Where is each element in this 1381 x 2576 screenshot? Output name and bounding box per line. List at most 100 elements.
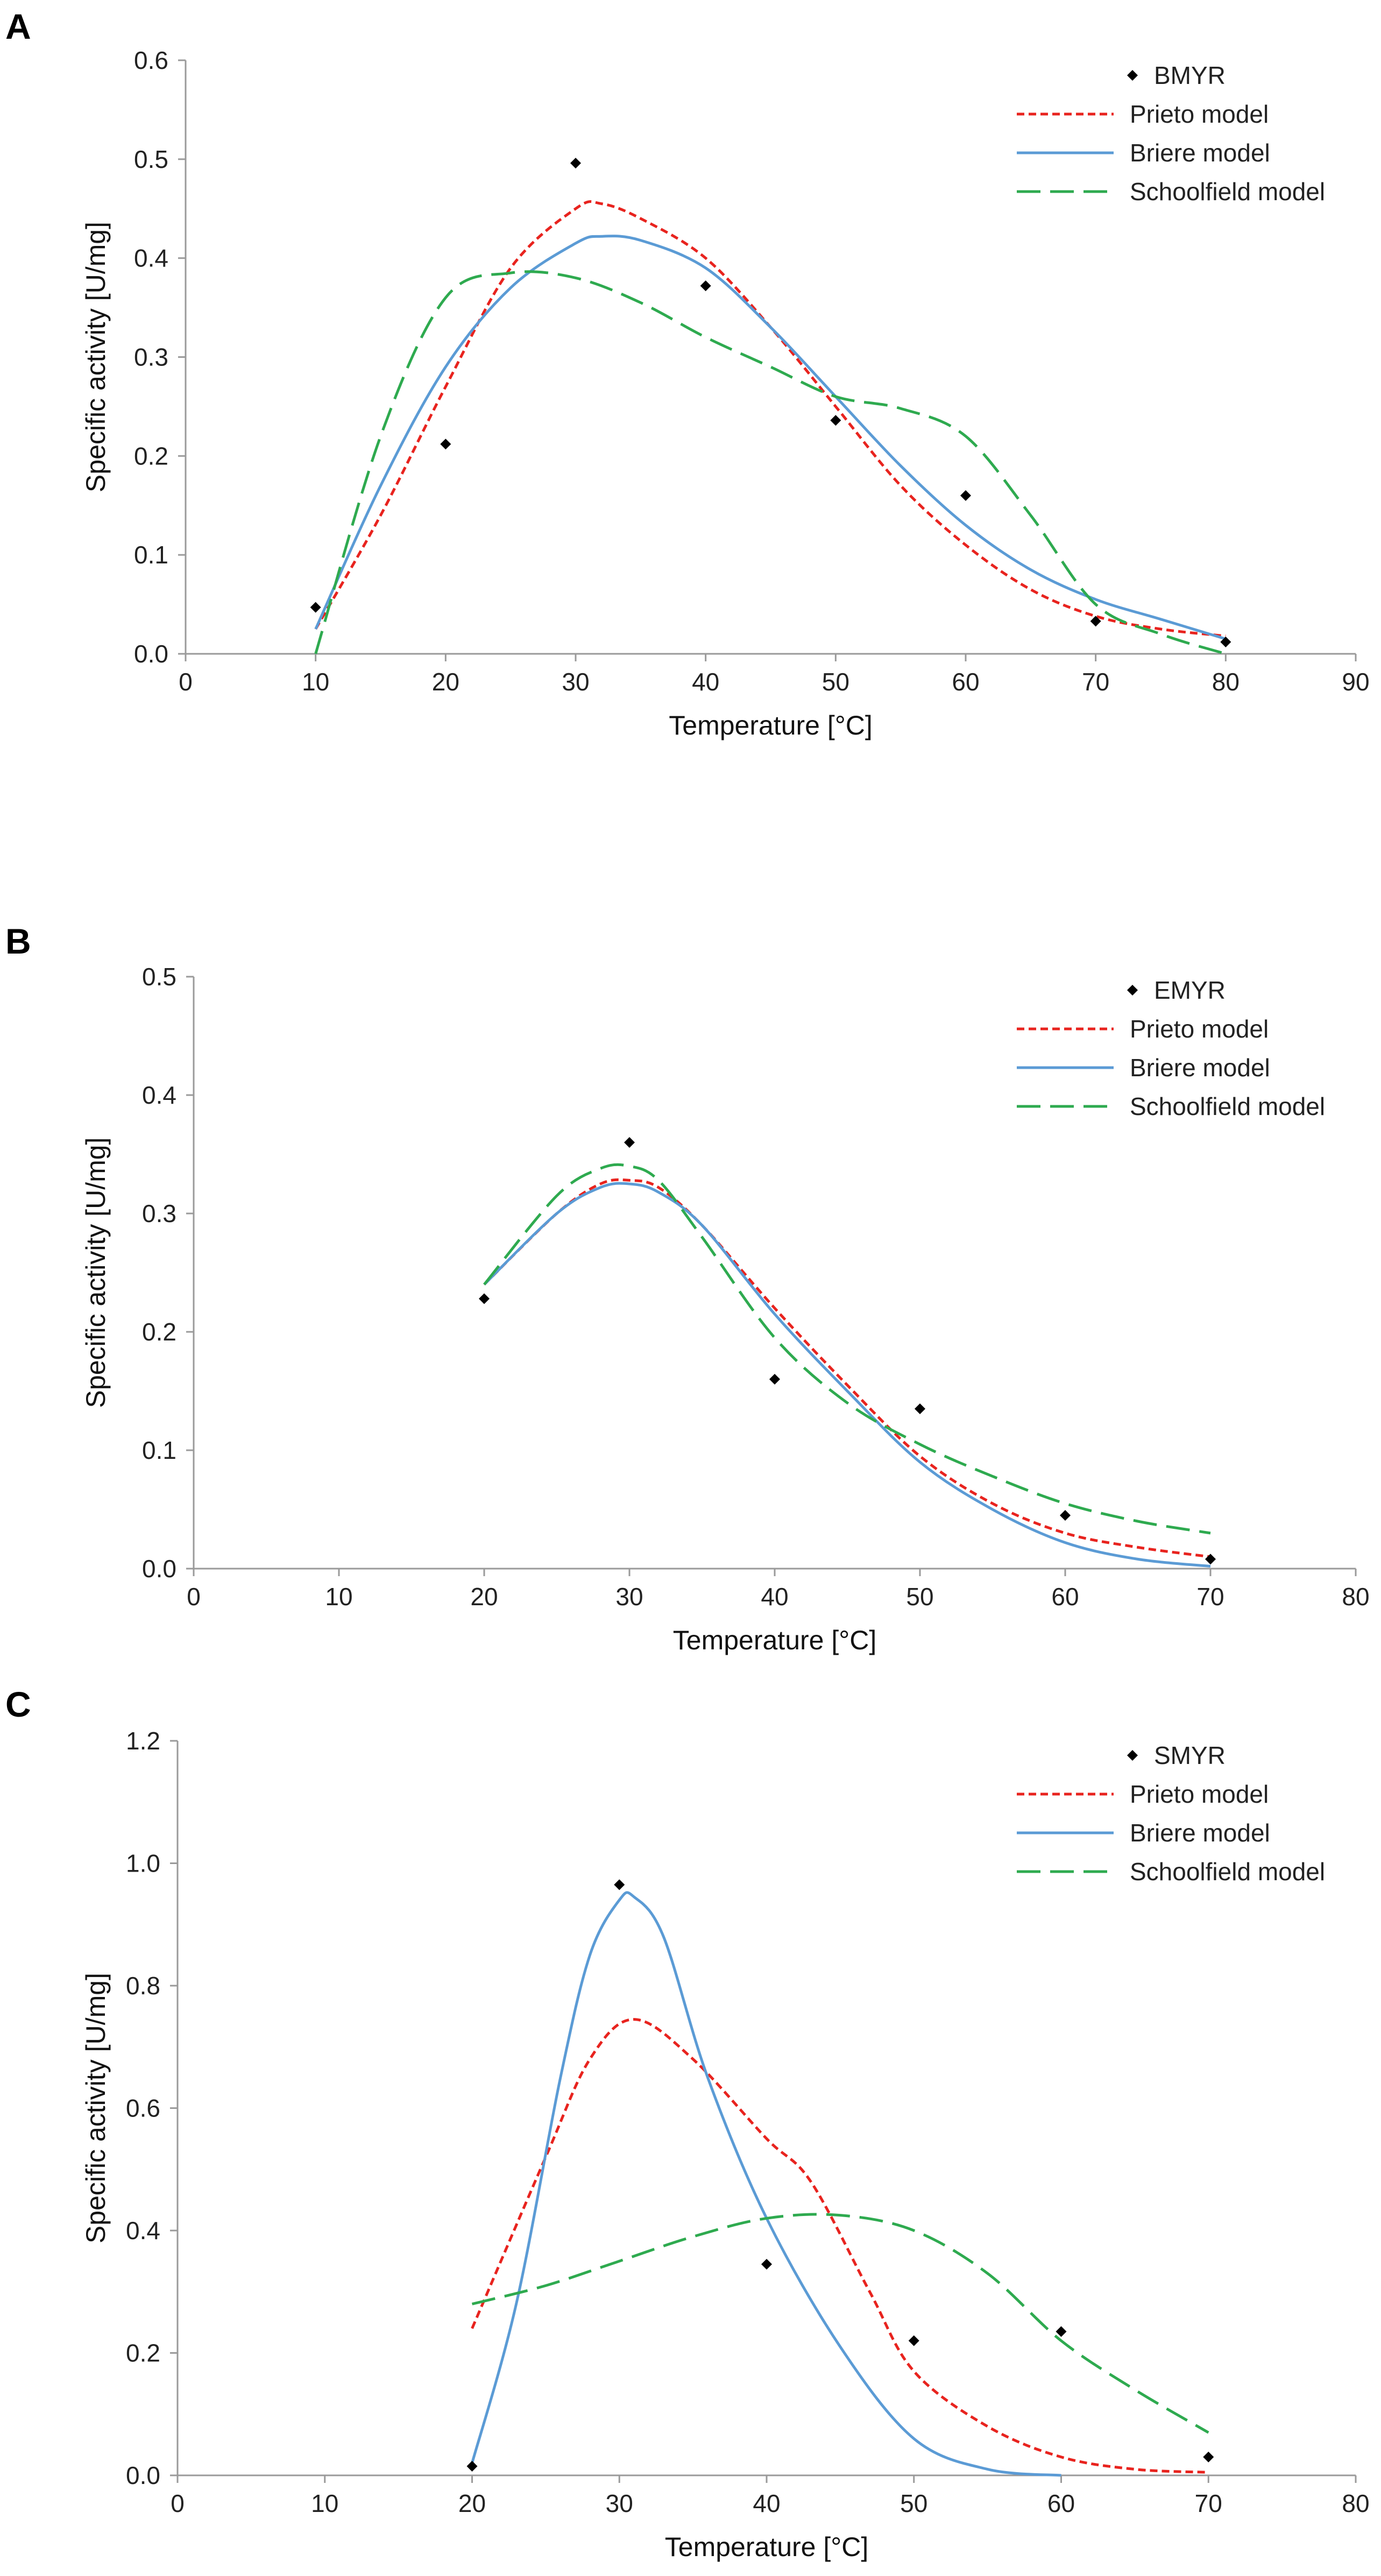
legend: BMYR Prieto model Briere model Schoolfield …	[1017, 61, 1325, 206]
chart-panel-A: A 0 10 20 30 40 50 60 70 80 90 0.0 0.1 0.2 0.3 0.4 0.5 0.…	[5, 6, 1370, 740]
data-point	[915, 1403, 925, 1414]
y-tick-label: 1.2	[126, 1727, 160, 1755]
y-tick-label: 0.4	[134, 244, 168, 272]
legend-label: Prieto model	[1130, 100, 1269, 128]
legend-marker-points	[1127, 70, 1138, 81]
series-line-prieto-model	[314, 200, 1226, 638]
data-point	[614, 1879, 625, 1890]
x-tick-label: 40	[761, 1583, 788, 1611]
y-tick-label: 0.1	[134, 541, 168, 569]
legend-label: Prieto model	[1130, 1780, 1269, 1808]
data-point	[761, 2259, 772, 2270]
chart-panel-B: B 0 10 20 30 40 50 60 70 80 0.0 0.1 0.2 0.3 0.4 0.5 Temp…	[5, 921, 1370, 1655]
x-tick-label: 50	[900, 2489, 927, 2517]
data-point	[1090, 616, 1101, 627]
y-tick-label: 0.4	[142, 1081, 176, 1109]
series-line-briere-model	[314, 235, 1227, 640]
x-tick-label: 30	[562, 668, 589, 696]
x-tick-label: 60	[1051, 1583, 1079, 1611]
data-point	[440, 439, 451, 450]
series-line-briere-model	[471, 1891, 1061, 2477]
y-tick-label: 0.2	[134, 442, 168, 470]
x-tick-label: 60	[1047, 2489, 1075, 2517]
data-point	[1220, 636, 1231, 647]
legend-label: EMYR	[1154, 976, 1226, 1004]
x-tick-label: 0	[179, 668, 193, 696]
x-tick-label: 80	[1212, 668, 1240, 696]
legend-label: Schoolfield model	[1130, 1858, 1325, 1886]
data-point	[624, 1137, 635, 1148]
data-point	[1060, 1510, 1071, 1521]
data-point	[700, 280, 711, 292]
data-point	[466, 2460, 478, 2472]
y-tick-label: 0.1	[142, 1436, 176, 1464]
x-tick-label: 50	[822, 668, 849, 696]
y-tick-label: 0.8	[126, 1972, 160, 2000]
x-tick-label: 30	[615, 1583, 643, 1611]
y-axis-title: Specific activity [U/mg]	[81, 222, 111, 492]
x-tick-label: 80	[1342, 2489, 1369, 2517]
legend-label: Briere model	[1130, 1819, 1270, 1847]
legend: EMYR Prieto model Briere model Schoolfield …	[1017, 976, 1325, 1120]
x-tick-label: 80	[1342, 1583, 1369, 1611]
y-tick-label: 1.0	[126, 1850, 160, 1878]
legend-label: SMYR	[1154, 1741, 1226, 1769]
y-tick-label: 0.3	[134, 343, 168, 371]
series-line-schoolfield-model	[471, 2213, 1209, 2434]
x-tick-label: 0	[171, 2489, 185, 2517]
y-tick-label: 0.2	[142, 1318, 176, 1346]
x-tick-label: 10	[302, 668, 329, 696]
x-axis-title: Temperature [°C]	[673, 1625, 876, 1655]
data-point	[479, 1293, 490, 1304]
x-tick-label: 70	[1196, 1583, 1224, 1611]
data-point	[769, 1374, 780, 1385]
x-tick-label: 40	[692, 668, 719, 696]
y-tick-label: 0.0	[134, 640, 168, 668]
legend-label: Briere model	[1130, 1054, 1270, 1082]
data-point	[960, 490, 971, 501]
data-point	[1203, 2451, 1214, 2462]
legend-marker-points	[1127, 985, 1138, 996]
legend-label: Schoolfield model	[1130, 178, 1325, 206]
x-tick-label: 70	[1195, 2489, 1222, 2517]
x-axis-title: Temperature [°C]	[665, 2532, 868, 2562]
x-tick-label: 10	[311, 2489, 338, 2517]
x-tick-label: 30	[606, 2489, 633, 2517]
legend: SMYR Prieto model Briere model Schoolfield …	[1017, 1741, 1325, 1886]
series-line-prieto-model	[483, 1178, 1211, 1558]
data-point	[1205, 1554, 1216, 1565]
legend-label: Schoolfield model	[1130, 1092, 1325, 1120]
legend-label: Briere model	[1130, 139, 1270, 167]
series-line-prieto-model	[471, 2018, 1209, 2474]
x-tick-label: 0	[187, 1583, 201, 1611]
legend-label: BMYR	[1154, 61, 1226, 89]
y-tick-label: 0.3	[142, 1199, 176, 1227]
x-tick-label: 70	[1082, 668, 1109, 696]
x-tick-label: 10	[325, 1583, 352, 1611]
x-tick-label: 20	[458, 2489, 486, 2517]
y-tick-label: 0.6	[134, 46, 168, 74]
series-line-schoolfield-model	[483, 1163, 1211, 1535]
y-axis-title: Specific activity [U/mg]	[81, 1138, 111, 1408]
x-tick-label: 90	[1342, 668, 1369, 696]
panel-label: B	[5, 921, 31, 961]
x-tick-label: 20	[470, 1583, 498, 1611]
data-point	[1056, 2326, 1067, 2337]
y-tick-label: 0.0	[142, 1555, 176, 1583]
data-point	[908, 2335, 919, 2346]
y-tick-label: 0.4	[126, 2217, 160, 2245]
y-tick-label: 0.0	[126, 2461, 160, 2489]
data-point	[830, 415, 841, 426]
series-line-briere-model	[483, 1182, 1211, 1568]
y-tick-label: 0.5	[134, 145, 168, 173]
legend-marker-points	[1127, 1750, 1138, 1761]
panel-label: C	[5, 1684, 31, 1724]
series-line-schoolfield-model	[314, 270, 1227, 655]
y-tick-label: 0.6	[126, 2094, 160, 2122]
x-tick-label: 60	[952, 668, 979, 696]
legend-label: Prieto model	[1130, 1015, 1269, 1043]
x-tick-label: 40	[753, 2489, 780, 2517]
x-tick-label: 20	[432, 668, 459, 696]
